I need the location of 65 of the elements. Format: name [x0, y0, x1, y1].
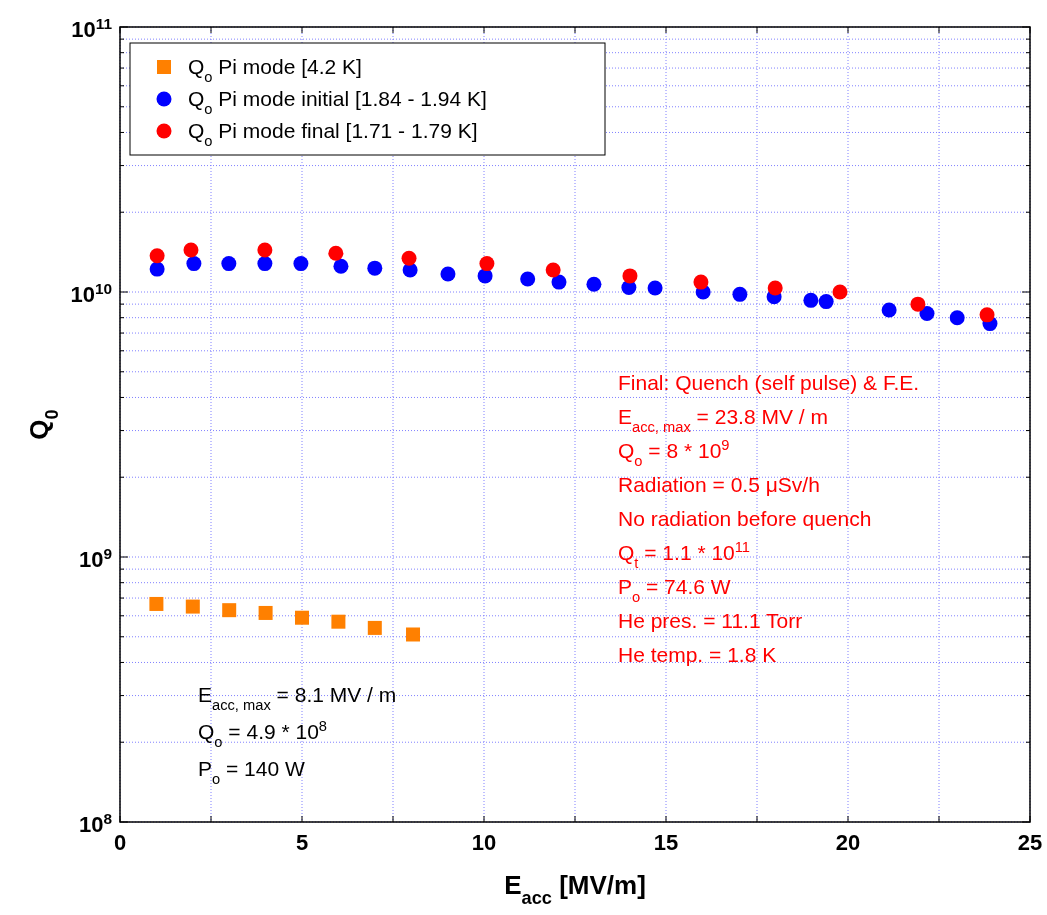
x-tick-label: 5 — [295, 830, 309, 855]
point — [333, 258, 349, 274]
annotation: Q$_{t}$ = 1.1 * 10$^{11}$ — [618, 539, 751, 571]
point — [331, 614, 346, 629]
annotation: P$_{o}$ = 140 W — [198, 757, 305, 787]
point — [295, 610, 309, 625]
point — [832, 284, 848, 300]
x-tick-label: 20 — [835, 830, 861, 855]
y-tick-label: 10$^{8}$ — [78, 809, 113, 837]
point — [293, 256, 309, 272]
y-tick-label: 10$^{9}$ — [78, 544, 112, 572]
point — [979, 307, 995, 323]
y-tick-label: 10$^{10}$ — [70, 279, 112, 307]
annotation: He pres. = 11.1 Torr — [618, 609, 803, 632]
point — [222, 603, 237, 618]
x-axis-title: E$_{acc}$ [MV/m] — [504, 870, 646, 908]
point — [186, 256, 202, 272]
point — [258, 605, 273, 620]
x-tick-label: 25 — [1017, 830, 1043, 855]
legend-label: Q$_{o}$ Pi mode initial [1.84 - 1.94 K] — [188, 87, 487, 117]
legend-label: Q$_{o}$ Pi mode [4.2 K] — [188, 55, 362, 85]
annotation: E$_{acc, max}$ = 23.8 MV / m — [618, 405, 828, 435]
point — [881, 302, 897, 318]
point — [545, 262, 561, 278]
annotation: E$_{acc, max}$ = 8.1 MV / m — [198, 683, 397, 713]
annotation: No radiation before quench — [618, 507, 872, 530]
point — [520, 271, 536, 287]
point — [257, 242, 273, 258]
point — [949, 310, 965, 326]
point — [919, 305, 935, 321]
point — [818, 294, 834, 310]
annotation: Radiation = 0.5 μSv/h — [618, 473, 820, 496]
point — [149, 596, 164, 611]
point — [401, 250, 417, 266]
point — [803, 292, 819, 308]
point — [440, 266, 456, 282]
annotation: P$_{o}$ = 74.6 W — [618, 575, 731, 605]
annotation: He temp. = 1.8 K — [618, 643, 777, 666]
point — [693, 274, 709, 290]
point — [367, 620, 382, 635]
point — [551, 274, 567, 290]
point — [647, 280, 663, 296]
point — [479, 256, 495, 272]
point — [149, 261, 165, 277]
legend-label: Q$_{o}$ Pi mode final [1.71 - 1.79 K] — [188, 119, 478, 149]
point — [732, 286, 748, 302]
annotation: Q$_{o}$ = 8 * 10$^{9}$ — [618, 437, 730, 469]
x-tick-label: 10 — [471, 830, 497, 855]
y-tick-label: 10$^{11}$ — [71, 14, 113, 42]
point — [257, 256, 273, 272]
point — [622, 268, 638, 284]
point — [149, 248, 165, 264]
point — [183, 242, 199, 258]
point — [221, 256, 237, 272]
point — [767, 280, 783, 296]
x-tick-label: 0 — [113, 830, 127, 855]
x-tick-label: 15 — [653, 830, 679, 855]
point — [328, 245, 344, 261]
annotation: Q$_{o}$ = 4.9 * 10$^{8}$ — [198, 718, 328, 750]
point — [185, 599, 200, 614]
point — [406, 627, 421, 642]
point — [910, 296, 926, 312]
annotation: Final: Quench (self pulse) & F.E. — [618, 371, 920, 394]
point — [367, 260, 383, 276]
point — [586, 276, 602, 292]
